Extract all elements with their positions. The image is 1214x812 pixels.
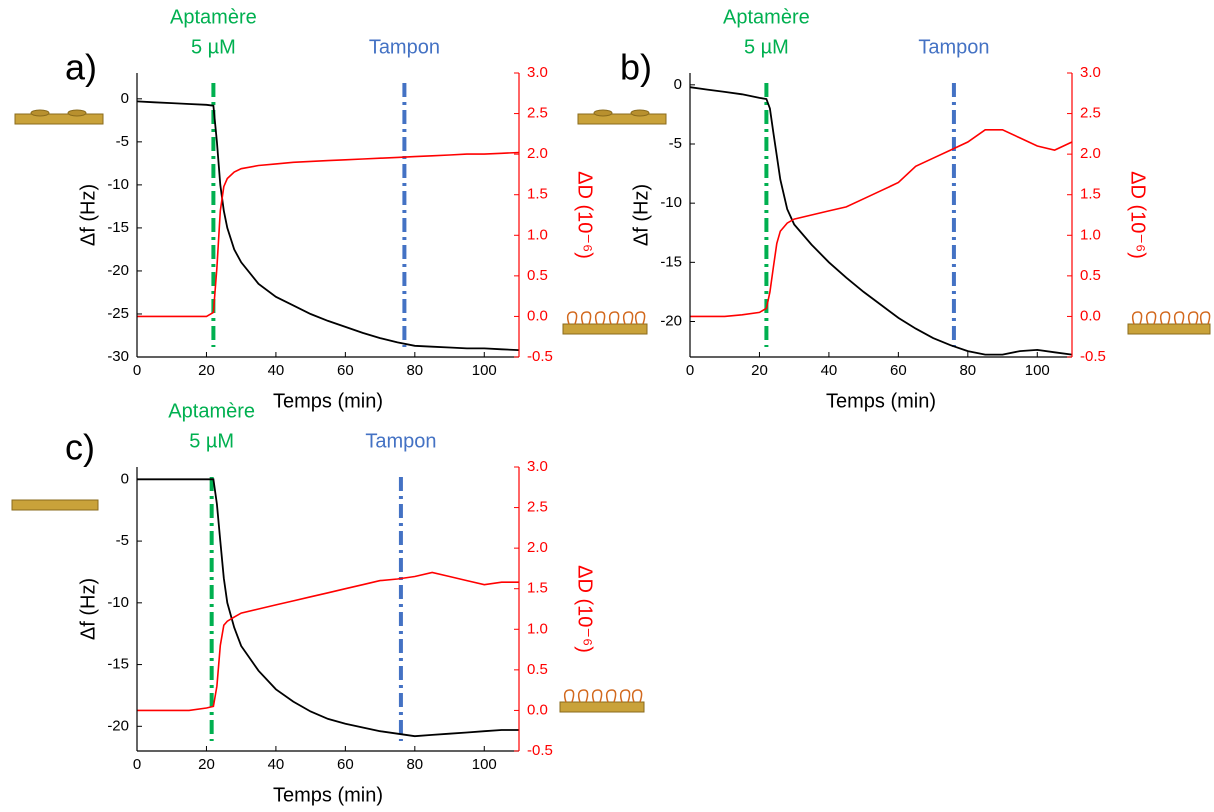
panel-label: b) xyxy=(620,47,652,88)
y2-tick-label: 3.0 xyxy=(1080,64,1101,81)
y2-tick-label: -0.5 xyxy=(527,348,553,365)
event-label: Tampon xyxy=(365,430,436,452)
aptamer-surface-icon xyxy=(562,311,648,335)
y2-tick-label: 1.0 xyxy=(527,620,548,637)
event-label: 5 µM xyxy=(189,430,234,452)
x-tick-label: 60 xyxy=(337,756,354,773)
event-label: Aptamère xyxy=(723,6,810,28)
y2-axis-label: ΔD (10⁻⁶) xyxy=(574,565,596,653)
y2-tick-label: 3.0 xyxy=(527,64,548,81)
y2-tick-label: 0.5 xyxy=(527,267,548,284)
y2-tick-label: 1.0 xyxy=(527,226,548,243)
y-tick-label: -5 xyxy=(116,133,129,150)
y2-tick-label: 2.5 xyxy=(527,105,548,122)
y2-tick-label: -0.5 xyxy=(527,742,553,759)
y2-tick-label: 0.0 xyxy=(1080,307,1101,324)
y2-tick-label: 0.0 xyxy=(527,307,548,324)
aptamer-surface-icon xyxy=(1127,311,1211,335)
y-tick-label: -15 xyxy=(107,219,129,236)
event-label: 5 µM xyxy=(191,36,236,58)
y-tick-label: -25 xyxy=(107,305,129,322)
y2-tick-label: 2.5 xyxy=(527,499,548,516)
y2-tick-label: 1.0 xyxy=(1080,226,1101,243)
x-tick-label: 100 xyxy=(472,756,497,773)
y2-tick-label: 2.0 xyxy=(527,539,548,556)
y2-tick-label: 1.5 xyxy=(527,580,548,597)
x-axis-label: Temps (min) xyxy=(273,784,383,806)
dissipation-line xyxy=(137,571,519,712)
x-tick-label: 100 xyxy=(472,362,497,379)
frequency-line xyxy=(689,86,1073,356)
x-tick-label: 80 xyxy=(406,756,423,773)
y-tick-label: 0 xyxy=(121,470,129,487)
aptamer-surface-icon xyxy=(559,689,645,713)
x-tick-label: 40 xyxy=(268,362,285,379)
event-label: Tampon xyxy=(918,36,989,58)
y-axis-label: Δf (Hz) xyxy=(77,578,99,640)
y-tick-label: -20 xyxy=(107,717,129,734)
x-tick-label: 40 xyxy=(268,756,285,773)
y-axis-label: Δf (Hz) xyxy=(630,184,652,246)
y-tick-label: -5 xyxy=(669,135,682,152)
event-label: Aptamère xyxy=(170,6,257,28)
y-tick-label: -5 xyxy=(116,532,129,549)
x-tick-label: 0 xyxy=(133,756,141,773)
surface-icons xyxy=(11,109,1211,713)
y2-tick-label: 3.0 xyxy=(527,458,548,475)
flat-surface-icon xyxy=(11,499,99,511)
x-tick-label: 20 xyxy=(751,362,768,379)
x-tick-label: 20 xyxy=(198,362,215,379)
bare-surface-icon xyxy=(14,109,104,125)
y2-axis-label: ΔD (10⁻⁶) xyxy=(1127,171,1149,259)
frequency-line xyxy=(137,478,519,738)
y-tick-label: -10 xyxy=(107,594,129,611)
y2-tick-label: 2.5 xyxy=(1080,105,1101,122)
y-tick-label: -20 xyxy=(660,312,682,329)
event-label: Aptamère xyxy=(168,400,255,422)
event-label: 5 µM xyxy=(744,36,789,58)
frequency-line xyxy=(136,100,520,351)
y2-tick-label: -0.5 xyxy=(1080,348,1106,365)
y2-axis-label: ΔD (10⁻⁶) xyxy=(574,171,596,259)
y-tick-label: 0 xyxy=(674,76,682,93)
y-tick-label: -15 xyxy=(107,656,129,673)
x-tick-label: 60 xyxy=(890,362,907,379)
x-tick-label: 80 xyxy=(959,362,976,379)
y-tick-label: -30 xyxy=(107,348,129,365)
panel-label: c) xyxy=(65,427,95,468)
y-tick-label: 0 xyxy=(121,90,129,107)
x-tick-label: 40 xyxy=(821,362,838,379)
event-label: Tampon xyxy=(369,36,440,58)
x-tick-label: 20 xyxy=(198,756,215,773)
y-tick-label: -10 xyxy=(107,176,129,193)
y-tick-label: -10 xyxy=(660,194,682,211)
y-tick-label: -15 xyxy=(660,253,682,270)
x-tick-label: 0 xyxy=(133,362,141,379)
x-axis-label: Temps (min) xyxy=(273,390,383,412)
x-tick-label: 100 xyxy=(1025,362,1050,379)
panel-label: a) xyxy=(65,47,97,88)
bare-surface-icon xyxy=(577,109,667,125)
y-axis-label: Δf (Hz) xyxy=(77,184,99,246)
y-tick-label: -20 xyxy=(107,262,129,279)
x-axis-label: Temps (min) xyxy=(826,390,936,412)
x-tick-label: 0 xyxy=(686,362,694,379)
y2-tick-label: 0.5 xyxy=(527,661,548,678)
y2-tick-label: 1.5 xyxy=(527,186,548,203)
dissipation-line xyxy=(137,151,520,318)
y2-tick-label: 2.0 xyxy=(1080,145,1101,162)
y2-tick-label: 1.5 xyxy=(1080,186,1101,203)
x-tick-label: 60 xyxy=(337,362,354,379)
y2-tick-label: 0.0 xyxy=(527,701,548,718)
y2-tick-label: 0.5 xyxy=(1080,267,1101,284)
x-tick-label: 80 xyxy=(406,362,423,379)
y2-tick-label: 2.0 xyxy=(527,145,548,162)
dissipation-line xyxy=(690,129,1073,318)
